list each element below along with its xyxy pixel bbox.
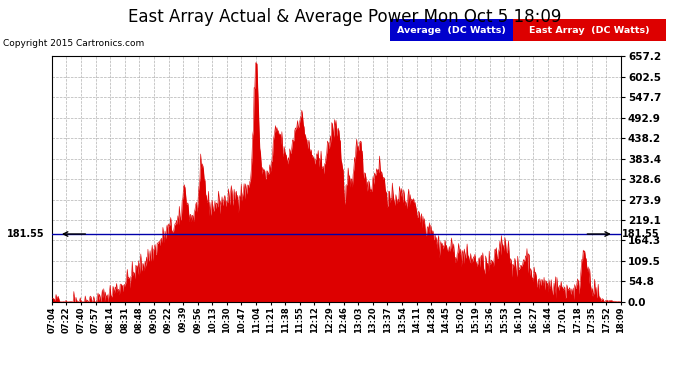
Text: 181.55: 181.55 (622, 229, 660, 239)
Text: Average  (DC Watts): Average (DC Watts) (397, 26, 506, 35)
Text: 181.55: 181.55 (7, 229, 44, 239)
Text: East Array  (DC Watts): East Array (DC Watts) (529, 26, 649, 35)
Text: East Array Actual & Average Power Mon Oct 5 18:09: East Array Actual & Average Power Mon Oc… (128, 8, 562, 26)
Text: Copyright 2015 Cartronics.com: Copyright 2015 Cartronics.com (3, 39, 145, 48)
